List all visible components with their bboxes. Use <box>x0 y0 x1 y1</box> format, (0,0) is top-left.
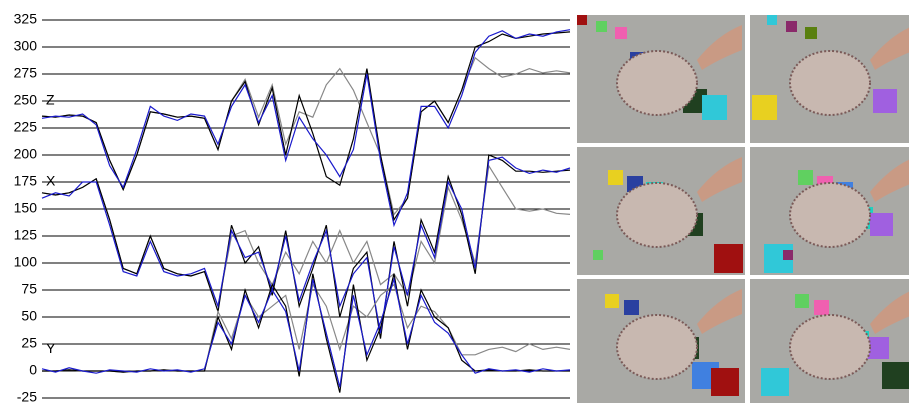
teapot <box>790 51 870 115</box>
photo-grid <box>577 15 909 403</box>
y-tick-label: 250 <box>14 92 38 108</box>
teapot <box>790 183 870 247</box>
marker-square <box>605 294 619 308</box>
marker-square <box>795 294 809 308</box>
line-series <box>42 30 570 226</box>
marker-square <box>577 15 587 25</box>
annotation: Y <box>46 340 56 356</box>
marker-square <box>767 15 777 25</box>
y-tick-label: 175 <box>14 173 38 189</box>
y-tick-label: 25 <box>21 335 37 351</box>
y-tick-label: 275 <box>14 65 38 81</box>
annotation: X <box>46 173 56 189</box>
teapot <box>617 183 697 247</box>
teapot <box>617 51 697 115</box>
marker-square <box>786 21 797 32</box>
marker-square <box>752 95 777 120</box>
marker-square <box>711 368 739 396</box>
marker-square <box>761 368 789 396</box>
y-tick-label: 100 <box>14 254 38 270</box>
line-series <box>42 32 570 220</box>
y-tick-label: 225 <box>14 119 38 135</box>
y-tick-label: 200 <box>14 146 38 162</box>
y-tick-label: 125 <box>14 227 38 243</box>
marker-square <box>798 170 813 185</box>
marker-square <box>624 300 639 315</box>
marker-square <box>870 213 893 236</box>
teapot <box>790 315 870 379</box>
y-tick-label: -25 <box>17 389 37 403</box>
marker-square <box>873 89 897 113</box>
marker-square <box>882 362 909 389</box>
teapot <box>617 315 697 379</box>
y-tick-label: 325 <box>14 11 38 27</box>
y-tick-label: 50 <box>21 308 37 324</box>
marker-square <box>608 170 623 185</box>
marker-square <box>783 250 793 260</box>
y-tick-label: 150 <box>14 200 38 216</box>
marker-square <box>702 95 727 120</box>
line-series <box>42 155 570 339</box>
annotation: Z <box>46 92 55 108</box>
marker-square <box>714 244 743 273</box>
marker-square <box>814 300 829 315</box>
marker-square <box>615 27 627 39</box>
screenshot: -25 0 25 50 75 100 125 150 175 200 225 250 275 300 325… <box>0 0 909 403</box>
y-tick-label: 300 <box>14 38 38 54</box>
marker-square <box>596 21 607 32</box>
line-series <box>42 274 570 393</box>
y-tick-label: 0 <box>29 362 37 378</box>
marker-square <box>805 27 817 39</box>
line-series <box>42 58 570 215</box>
y-tick-label: 75 <box>21 281 37 297</box>
marker-square <box>593 250 603 260</box>
